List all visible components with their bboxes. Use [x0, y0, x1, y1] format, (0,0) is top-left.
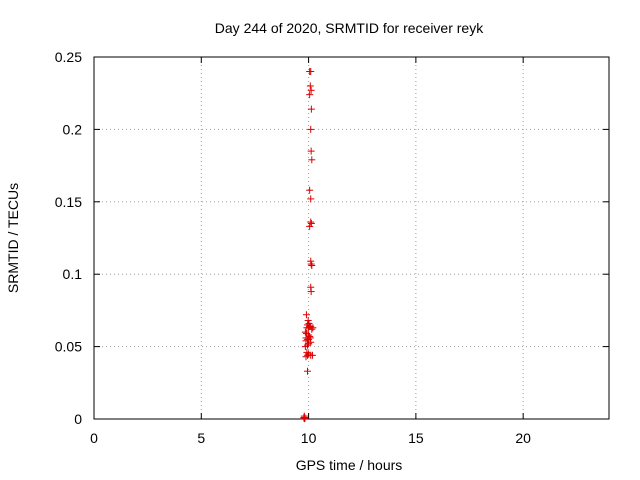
data-point	[307, 105, 315, 113]
data-point	[301, 343, 309, 351]
x-tick-label: 5	[197, 430, 205, 446]
x-tick-label: 20	[515, 430, 531, 446]
data-point	[308, 156, 316, 164]
data-points	[300, 67, 317, 423]
x-tick-label: 10	[301, 430, 317, 446]
chart-title: Day 244 of 2020, SRMTID for receiver rey…	[215, 20, 484, 36]
data-point	[307, 260, 315, 268]
data-point	[307, 147, 315, 155]
data-point	[303, 348, 311, 356]
data-point	[302, 353, 310, 361]
axis-ticks	[93, 56, 609, 420]
data-point	[306, 186, 314, 194]
y-tick-label: 0.05	[55, 339, 82, 355]
x-tick-label: 15	[408, 430, 424, 446]
data-point	[305, 340, 313, 348]
plot-frame	[93, 56, 610, 420]
data-point	[306, 91, 314, 99]
data-point	[309, 324, 317, 332]
grid-lines	[94, 57, 609, 419]
data-point	[307, 288, 315, 296]
data-point	[307, 218, 315, 226]
data-point	[307, 195, 315, 203]
data-point	[301, 328, 309, 336]
data-point	[307, 125, 315, 133]
y-tick-label: 0.25	[55, 49, 82, 65]
data-point	[307, 351, 315, 359]
data-point	[300, 415, 308, 423]
x-tick-label: 0	[90, 430, 98, 446]
data-point	[307, 220, 315, 228]
data-point	[306, 222, 314, 230]
data-point	[304, 317, 312, 325]
data-point	[302, 311, 310, 319]
y-tick-label: 0	[74, 411, 82, 427]
x-tick-labels: 0 5 10 15 20	[90, 430, 531, 446]
x-axis-label: GPS time / hours	[296, 457, 403, 473]
y-tick-label: 0.15	[55, 194, 82, 210]
y-tick-label: 0.1	[63, 266, 83, 282]
data-point	[304, 367, 312, 375]
data-point	[307, 86, 315, 94]
y-tick-label: 0.2	[63, 121, 83, 137]
data-point	[307, 67, 315, 75]
data-point	[308, 325, 316, 333]
data-point	[308, 262, 316, 270]
y-axis-label: SRMTID / TECUs	[5, 183, 21, 293]
y-tick-labels: 0 0.05 0.1 0.15 0.2 0.25	[55, 49, 82, 427]
data-point	[306, 82, 314, 90]
